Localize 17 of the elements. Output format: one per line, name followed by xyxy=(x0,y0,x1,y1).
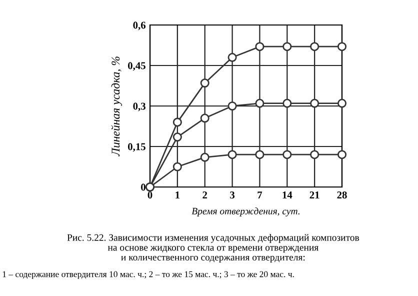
x-tick-label: 3 xyxy=(230,191,235,198)
x-tick-label: 0 xyxy=(148,191,152,198)
x-tick-label: 7 xyxy=(258,192,262,198)
x-tick-label: 28 xyxy=(337,191,347,198)
y-tick-label: 0,3 xyxy=(133,102,146,112)
x-axis-title: Время отверждения, сут. xyxy=(192,208,300,216)
text: Рис. 5.22. Зависимости изменения усадочных деформаций композитов на основе жидкого стекла от времени отверждения и количественного содержания отвердителя: xyxy=(67,234,360,262)
y-tick-label: 0 xyxy=(141,184,146,191)
x-tick-label: 21 xyxy=(310,191,320,198)
y-tick-label: 0,45 xyxy=(128,62,146,71)
x-tick-label: 1 xyxy=(176,192,180,198)
x-tick-label: 14 xyxy=(282,192,292,198)
x-tick-label: 2 xyxy=(202,191,208,198)
text: 1 – содержание отвердителя 10 мас. ч.; 2 – то же 15 мас. ч.; 3 – то же 20 мас. ч. xyxy=(2,271,294,279)
y-axis-title: Линейная усадка, % xyxy=(111,56,122,156)
y-tick-label: 0,15 xyxy=(128,143,146,152)
y-tick-label: 0,6 xyxy=(133,22,146,30)
